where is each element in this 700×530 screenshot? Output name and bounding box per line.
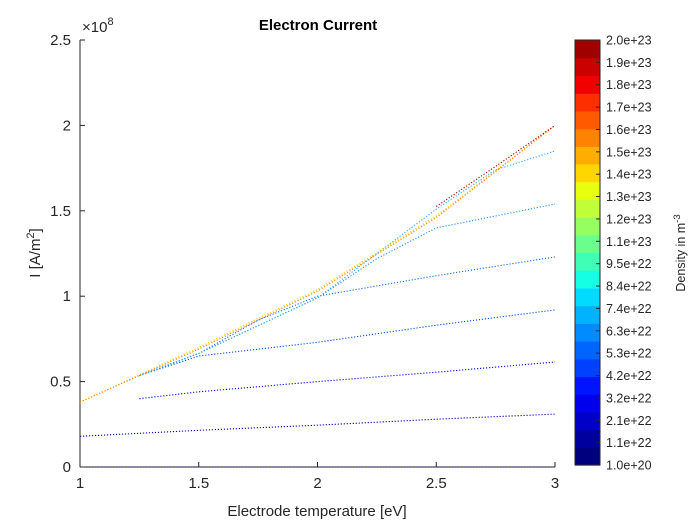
colorbar-segment xyxy=(575,411,600,431)
series-line-8 xyxy=(79,124,556,403)
series-line-4 xyxy=(139,256,556,377)
colorbar xyxy=(574,39,601,466)
y-tick-label: 0 xyxy=(63,459,71,476)
x-tick-label: 1.5 xyxy=(188,475,209,492)
series-line-9 xyxy=(435,124,556,207)
colorbar-label: Density in m-3 xyxy=(672,214,688,291)
colorbar-tick-label: 1.1e+22 xyxy=(606,436,652,450)
colorbar-tick-label: 2.0e+23 xyxy=(606,34,652,48)
x-tick-label: 2 xyxy=(313,475,321,492)
colorbar-segment xyxy=(575,447,600,466)
colorbar-segment xyxy=(575,270,600,289)
colorbar-segment xyxy=(575,93,600,112)
y-ticks: 0 0.5 1 1.5 2 2.5 xyxy=(50,32,85,476)
colorbar-segment xyxy=(575,181,600,200)
y-axis-label: I [A/m2] xyxy=(25,228,44,277)
colorbar-segment xyxy=(575,128,600,147)
colorbar-segment xyxy=(575,429,600,448)
plot-axes xyxy=(79,40,555,468)
y-tick-label: 2 xyxy=(63,117,71,134)
colorbar-tick-label: 9.5e+22 xyxy=(606,257,652,271)
x-tick-label: 1 xyxy=(76,475,84,492)
colorbar-tick-label: 1.4e+23 xyxy=(606,168,652,182)
colorbar-tick-label: 8.4e+22 xyxy=(606,280,652,294)
colorbar-segment xyxy=(575,394,600,413)
series-line-6 xyxy=(139,150,556,377)
colorbar-segment xyxy=(575,323,600,342)
colorbar-tick-label: 6.3e+22 xyxy=(606,324,652,338)
series-line-2 xyxy=(139,361,556,400)
colorbar-segment xyxy=(575,341,600,360)
colorbar-tick-label: 5.3e+22 xyxy=(606,347,652,361)
colorbar-tick-label: 1.8e+23 xyxy=(606,78,652,92)
colorbar-segment xyxy=(575,305,600,324)
x-axis-label: Electrode temperature [eV] xyxy=(227,503,406,520)
colorbar-tick-label: 1.7e+23 xyxy=(606,101,652,115)
series-line-3 xyxy=(139,309,556,377)
colorbar-segment xyxy=(575,358,600,378)
colorbar-tick-label: 1.3e+23 xyxy=(606,190,652,204)
colorbar-segment xyxy=(575,376,600,395)
series-line-1 xyxy=(79,413,556,437)
colorbar-segment xyxy=(575,146,600,165)
series-line-5 xyxy=(139,203,556,377)
colorbar-tick-label: 1.5e+23 xyxy=(606,145,652,159)
x-ticks: 1 1.5 2 2.5 3 xyxy=(76,462,559,492)
y-exponent-label: ×108 xyxy=(82,16,114,36)
series-layer xyxy=(79,124,556,468)
colorbar-tick-label: 1.2e+23 xyxy=(606,212,652,226)
colorbar-segment xyxy=(575,217,600,236)
colorbar-segment xyxy=(575,163,600,183)
colorbar-frame xyxy=(574,39,601,466)
y-tick-label: 2.5 xyxy=(50,32,71,49)
colorbar-segment xyxy=(575,75,600,94)
colorbar-ticks: 1.0e+20 1.1e+22 2.1e+22 3.2e+22 4.2e+22 5.3e+… xyxy=(596,34,652,473)
x-tick-label: 2.5 xyxy=(426,475,447,492)
colorbar-segment xyxy=(575,234,600,254)
y-tick-label: 0.5 xyxy=(50,374,71,391)
colorbar-segment xyxy=(575,40,600,59)
colorbar-tick-label: 3.2e+22 xyxy=(606,391,652,405)
colorbar-tick-label: 1.6e+23 xyxy=(606,123,652,137)
colorbar-segment xyxy=(575,252,600,271)
colorbar-tick-label: 4.2e+22 xyxy=(606,369,652,383)
y-tick-label: 1 xyxy=(63,288,71,305)
colorbar-segment xyxy=(575,57,600,77)
colorbar-segment xyxy=(575,199,600,218)
colorbar-tick-label: 7.4e+22 xyxy=(606,302,652,316)
colorbar-tick-label: 1.9e+23 xyxy=(606,56,652,70)
colorbar-tick-label: 2.1e+22 xyxy=(606,414,652,428)
colorbar-tick-label: 1.1e+23 xyxy=(606,235,652,249)
chart-title: Electron Current xyxy=(259,17,377,34)
colorbar-segment xyxy=(575,287,600,307)
series-line-7 xyxy=(79,124,556,403)
colorbar-tick-label: 1.0e+20 xyxy=(606,459,652,473)
y-tick-label: 1.5 xyxy=(50,203,71,220)
x-tick-label: 3 xyxy=(551,475,559,492)
colorbar-segment xyxy=(575,110,600,130)
